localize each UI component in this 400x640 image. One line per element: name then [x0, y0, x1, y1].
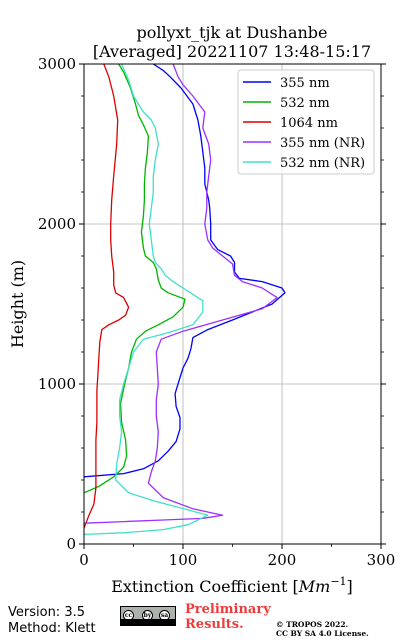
- y-tick-label-1: 1000: [38, 375, 76, 393]
- version-text: Version: 3.5: [8, 605, 85, 620]
- preliminary-line1: Preliminary: [185, 602, 271, 617]
- cc-badge-bar: [121, 619, 175, 625]
- legend-label-1064-nm: 1064 nm: [280, 116, 338, 131]
- x-axis-label-main: Extinction Coefficient [: [111, 577, 299, 596]
- y-tick-label-3: 3000: [38, 55, 76, 73]
- series-lines: [83, 63, 286, 536]
- x-tick-label-1: 100: [169, 551, 198, 569]
- method-text: Method: Klett: [8, 621, 96, 636]
- legend-label-355-nm-nr-: 355 nm (NR): [280, 136, 365, 151]
- y-tick-label-0: 0: [66, 535, 76, 553]
- chart-title-line2: [Averaged] 20221107 13:48-15:17: [93, 42, 371, 61]
- series-line-1064-nm: [83, 63, 130, 529]
- copyright-notice: © TROPOS 2022. CC BY SA 4.0 License.: [276, 620, 369, 638]
- x-axis-label-unit: Mm: [298, 577, 331, 596]
- x-axis-label: Extinction Coefficient [Mm−1]: [111, 575, 353, 596]
- legend-label-532-nm-nr-: 532 nm (NR): [280, 156, 365, 171]
- y-tick-label-2: 2000: [38, 215, 76, 233]
- preliminary-line2: Results.: [185, 617, 244, 632]
- y-axis-label: Height (m): [8, 260, 27, 348]
- legend-box: [237, 69, 375, 175]
- legend-label-355-nm: 355 nm: [280, 76, 330, 91]
- x-axis-label-close: ]: [347, 577, 353, 596]
- cc-license-badge[interactable]: cc by sa: [120, 606, 176, 626]
- chart-title-line1: pollyxt_tjk at Dushanbe: [136, 23, 327, 42]
- copyright-line2: CC BY SA 4.0 License.: [276, 629, 369, 638]
- legend-label-532-nm: 532 nm: [280, 96, 330, 111]
- x-tick-label-3: 300: [367, 551, 396, 569]
- copyright-line1: © TROPOS 2022.: [276, 620, 349, 629]
- series-line-355-nm: [83, 63, 286, 478]
- x-tick-label-2: 200: [268, 551, 297, 569]
- preliminary-notice: Preliminary Results.: [185, 602, 271, 632]
- x-axis-label-exponent: −1: [330, 575, 346, 588]
- series-line-532-nm-nr-: [83, 63, 209, 536]
- series-line-355-nm-nr-: [83, 63, 278, 524]
- chart-legend: 355 nm 532 nm 1064 nm 355 nm (NR) 532 nm (NR…: [237, 69, 375, 175]
- extinction-chart: pollyxt_tjk at Dushanbe [Averaged] 20221…: [8, 23, 396, 596]
- x-tick-label-0: 0: [79, 551, 89, 569]
- version-info: Version: 3.5 Method: Klett: [8, 605, 96, 637]
- series-line-532-nm: [83, 63, 186, 494]
